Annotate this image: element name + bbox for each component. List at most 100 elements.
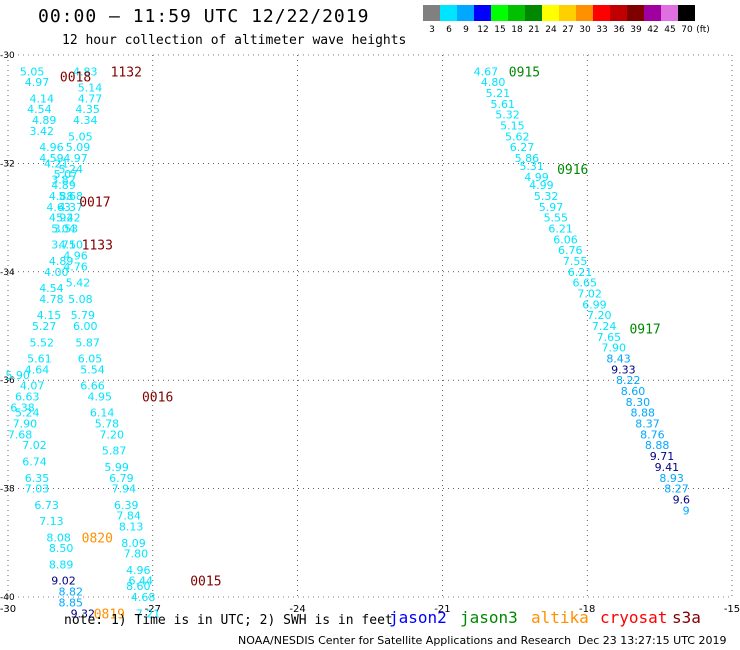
y-tick-label: -30: [0, 51, 15, 61]
wave-height-label: 8.85: [58, 596, 83, 609]
wave-height-label: 4.35: [75, 103, 100, 116]
wave-height-label: 5.55: [544, 212, 569, 225]
wave-height-label: 7.20: [100, 428, 125, 441]
wave-height-label: 7.03: [25, 483, 50, 496]
wave-height-label: 4.89: [51, 179, 76, 192]
y-tick-label: -38: [0, 485, 15, 495]
legend-swatch: [678, 5, 695, 21]
wave-height-label: 5.15: [500, 119, 525, 132]
wave-height-label: 4.63: [46, 201, 71, 214]
wave-height-label: 4.14: [30, 92, 55, 105]
legend-swatch: [576, 5, 593, 21]
wave-height-label: 8.60: [621, 385, 646, 398]
wave-height-label: 8.88: [645, 439, 670, 452]
wave-height-label: 8.76: [640, 428, 665, 441]
legend-label: 12: [477, 25, 489, 35]
y-tick-label: -36: [0, 376, 15, 386]
wave-height-label: 6.27: [510, 141, 535, 154]
legend-swatch: [627, 5, 644, 21]
wave-height-label: 5.42: [56, 212, 81, 225]
satellite-legend-item: s3a: [672, 608, 701, 627]
wave-height-label: 8.37: [635, 418, 660, 431]
legend-swatch: [559, 5, 576, 21]
wave-height-label: 4.21: [44, 157, 69, 170]
wave-height-label: 5.61: [27, 353, 52, 366]
legend-label: 3: [429, 25, 435, 35]
wave-height-label: 3.71: [51, 239, 76, 252]
wave-height-label: 5.52: [30, 336, 55, 349]
wave-height-label: 4.83: [73, 65, 98, 78]
wave-height-label: 7.65: [597, 331, 622, 344]
wave-height-label: 5.42: [66, 277, 91, 290]
wave-height-label: 8.89: [49, 558, 74, 571]
legend-label: 24: [545, 25, 557, 35]
legend-swatch: [423, 5, 440, 21]
wave-height-label: 4.88: [49, 190, 74, 203]
wave-height-label: 5.24: [58, 163, 83, 176]
wave-height-label: 5.31: [519, 160, 544, 173]
wave-height-label: 4.99: [524, 171, 549, 184]
wave-height-label: 4.54: [27, 103, 52, 116]
wave-height-label: 5.27: [32, 320, 57, 333]
legend-label: 70: [681, 25, 693, 35]
legend-label: 39: [630, 25, 642, 35]
wave-height-label: 5.78: [95, 418, 120, 431]
wave-height-label: 4.99: [529, 179, 554, 192]
wave-height-label: 7.02: [22, 439, 47, 452]
x-tick-label: -27: [145, 604, 161, 615]
wave-height-label: 3.42: [30, 125, 55, 138]
wave-height-label: 4.97: [63, 152, 88, 165]
credit-text: NOAA/NESDIS Center for Satellite Applica…: [238, 634, 572, 647]
wave-height-label: 8.22: [616, 374, 641, 387]
wave-height-label: 9.02: [51, 575, 76, 588]
wave-height-label: 5.97: [539, 201, 564, 214]
wave-height-label: 8.27: [664, 483, 689, 496]
wave-height-label: 7.68: [8, 428, 33, 441]
pass-time-label: 0915: [509, 65, 540, 80]
wave-height-label: 4.37: [58, 201, 83, 214]
legend-swatch: [661, 5, 678, 21]
wave-height-label: 6.21: [548, 222, 573, 235]
wave-height-label: 5.87: [102, 445, 127, 458]
wave-height-label: 5.54: [80, 363, 105, 376]
wave-height-label: 5.14: [78, 82, 103, 95]
pass-time-label: 1133: [82, 239, 113, 254]
wave-height-label: 8.13: [119, 521, 144, 534]
pass-time-label: 0017: [79, 195, 110, 210]
wave-height-label: 6.63: [15, 390, 40, 403]
wave-height-label: 5.05: [68, 130, 93, 143]
wave-height-label: 5.99: [104, 461, 129, 474]
wave-height-label: 6.44: [128, 575, 153, 588]
wave-height-label: 5.61: [490, 98, 515, 111]
wave-height-label: 6.73: [34, 499, 59, 512]
wave-height-label: 7.90: [601, 342, 626, 355]
wave-height-label: 4.64: [25, 363, 50, 376]
wave-height-label: 7.24: [592, 320, 617, 333]
wave-height-label: 7.55: [563, 255, 588, 268]
wave-height-label: 4.54: [39, 282, 64, 295]
wave-height-label: 4.96: [39, 141, 64, 154]
wave-height-label: 5.05: [20, 65, 45, 78]
wave-height-label: 7.90: [13, 418, 38, 431]
satellite-legend-item: altika: [531, 608, 589, 627]
legend-swatch: [542, 5, 559, 21]
wave-height-label: 7.20: [587, 309, 612, 322]
x-tick-label: -21: [434, 604, 450, 615]
chart-subtitle: 12 hour collection of altimeter wave hei…: [62, 33, 407, 48]
wave-height-label: 6.99: [582, 298, 607, 311]
wave-height-label: 4.80: [481, 76, 506, 89]
chart-title: 00:00 – 11:59 UTC 12/22/2019: [38, 6, 370, 27]
wave-height-label: 5.07: [54, 168, 79, 181]
pass-time-label: 0819: [94, 607, 125, 622]
legend-swatch: [525, 5, 542, 21]
y-tick-label: -32: [0, 159, 15, 169]
wave-height-label: 4.68: [131, 591, 156, 604]
wave-height-label: 6.74: [22, 456, 47, 469]
wave-height-label: 6.35: [25, 472, 50, 485]
wave-height-label: 4.92: [49, 212, 74, 225]
wave-height-label: 5.32: [495, 109, 520, 122]
wave-height-label: 6.21: [568, 266, 593, 279]
wave-height-label: 9.6: [673, 493, 691, 506]
wave-height-label: 4.34: [73, 114, 98, 127]
wave-height-label: 4.67: [474, 65, 499, 78]
